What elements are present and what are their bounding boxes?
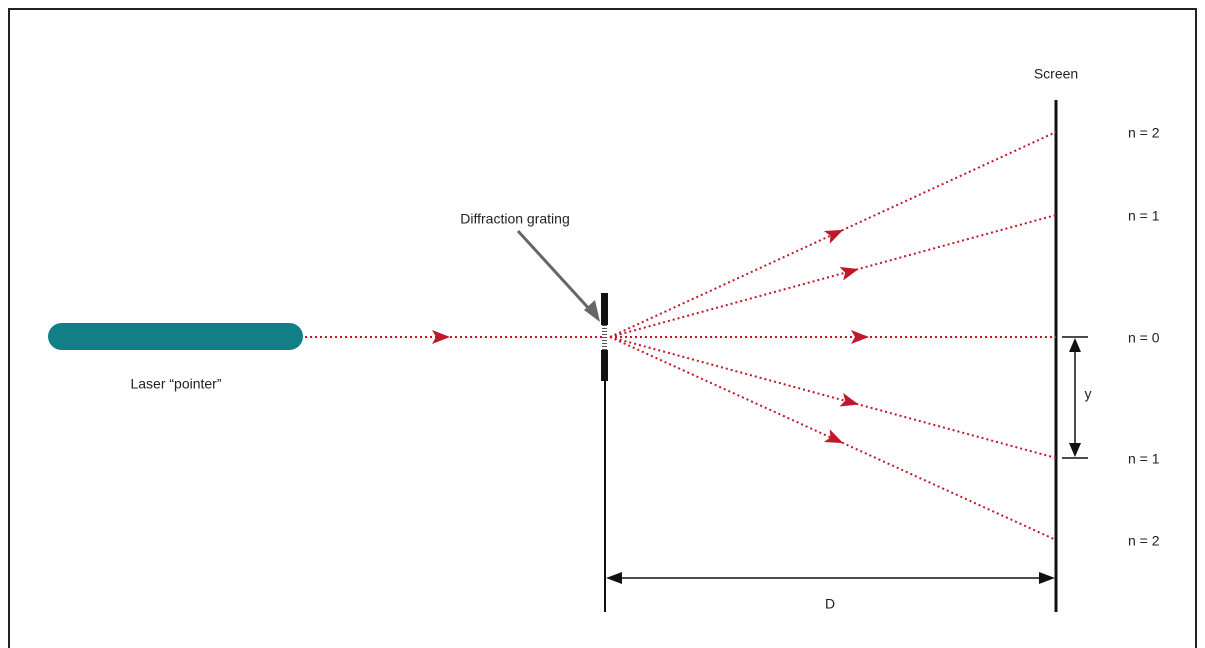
screen-label: Screen (1034, 66, 1078, 82)
order-label: n = 2 (1128, 533, 1160, 549)
laser-label: Laser “pointer” (130, 376, 221, 392)
y-label: y (1085, 386, 1092, 402)
ray-arrow (851, 330, 869, 344)
dim-arrow (1069, 443, 1081, 457)
pointer-head (584, 300, 600, 322)
grating-label: Diffraction grating (460, 211, 569, 227)
pointer-line (516, 229, 594, 314)
order-label: n = 1 (1128, 208, 1160, 224)
dim-arrow (1069, 338, 1081, 352)
order-label: n = 2 (1128, 125, 1160, 141)
grating-bar (601, 293, 608, 325)
D-label: D (825, 596, 835, 612)
ray (609, 336, 1057, 459)
order-label: n = 0 (1128, 330, 1160, 346)
dim-arrow (606, 572, 622, 584)
beam-arrow (432, 330, 450, 344)
ray (609, 214, 1057, 338)
order-label: n = 1 (1128, 451, 1160, 467)
ray-arrow (823, 229, 844, 244)
dim-arrow (1039, 572, 1055, 584)
ray-arrow (823, 429, 844, 444)
frame (8, 8, 1197, 648)
laser (48, 323, 303, 350)
ray-arrow (839, 266, 859, 281)
ray-arrow (839, 392, 859, 407)
grating-bar (601, 350, 608, 381)
